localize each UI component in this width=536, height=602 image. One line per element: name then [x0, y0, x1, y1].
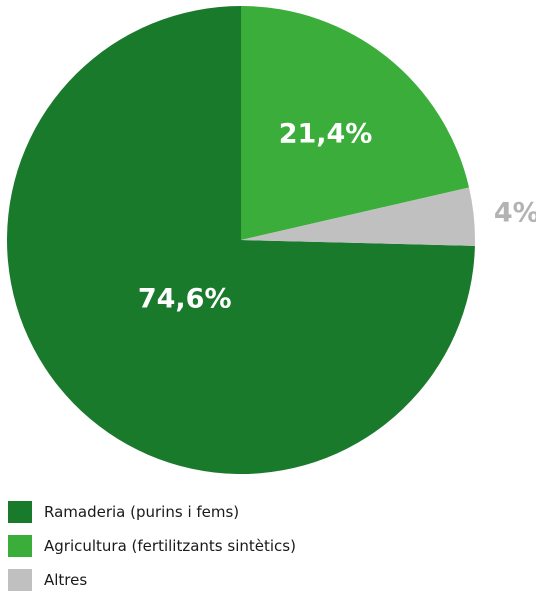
- pie-chart: 74,6% 21,4% 4%: [6, 6, 536, 475]
- pie-label-ramaderia: 74,6%: [138, 283, 232, 314]
- legend-item-altres: Altres: [8, 568, 296, 592]
- pie-slice-agricultura: [241, 6, 470, 240]
- pie-slice-altres: [241, 187, 475, 246]
- legend-swatch-altres: [8, 569, 32, 591]
- pie-slice-ramaderia: [6, 6, 475, 475]
- legend-swatch-ramaderia: [8, 501, 32, 523]
- pie-label-altres: 4%: [494, 197, 536, 228]
- legend-label-altres: Altres: [44, 571, 88, 589]
- pie-label-agricultura: 21,4%: [279, 118, 373, 149]
- legend-label-ramaderia: Ramaderia (purins i fems): [44, 503, 240, 521]
- legend-label-agricultura: Agricultura (fertilitzants sintètics): [44, 537, 296, 555]
- pie-slices: [6, 6, 475, 475]
- legend-swatch-agricultura: [8, 535, 32, 557]
- legend-item-ramaderia: Ramaderia (purins i fems): [8, 500, 296, 524]
- pie-value-labels: 74,6% 21,4% 4%: [138, 118, 536, 314]
- legend: Ramaderia (purins i fems) Agricultura (f…: [8, 500, 296, 602]
- legend-item-agricultura: Agricultura (fertilitzants sintètics): [8, 534, 296, 558]
